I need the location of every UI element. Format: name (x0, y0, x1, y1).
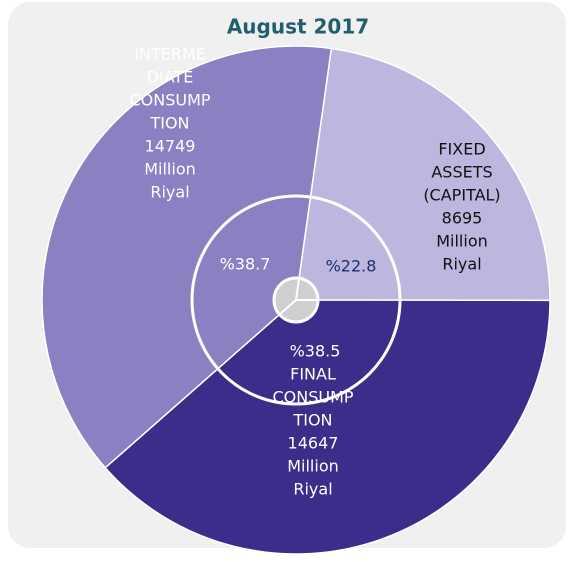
category-label: DIATE (147, 68, 194, 87)
unit-label: Million (436, 232, 488, 251)
category-label: INTERME (134, 45, 206, 64)
percent-label: %38.7 (220, 255, 271, 274)
pie-slice (41, 45, 333, 469)
unit-label: Riyal (442, 255, 481, 274)
hub-line (278, 299, 297, 316)
category-label: TION (149, 114, 189, 133)
category-label: CONSUMP (129, 91, 210, 110)
amount-label: 14647 (288, 434, 339, 453)
amount-label: 14749 (145, 137, 196, 156)
unit-label: Riyal (150, 183, 189, 202)
category-label: FIXED (438, 140, 485, 159)
hub-line (295, 278, 301, 301)
inner-ring (190, 194, 402, 406)
category-label: (CAPITAL) (423, 186, 500, 205)
unit-label: Million (144, 160, 196, 179)
pie-slice (104, 299, 551, 555)
chart-title: August 2017 (227, 15, 369, 39)
category-label: FINAL (290, 365, 336, 384)
category-label: CONSUMP (272, 388, 353, 407)
pie-slice (295, 47, 551, 302)
category-label: TION (292, 411, 332, 430)
category-label: ASSETS (431, 163, 492, 182)
percent-label: %38.5 (290, 342, 341, 361)
amount-label: 8695 (442, 209, 483, 228)
percent-label: %22.8 (326, 257, 377, 276)
unit-label: Million (287, 457, 339, 476)
unit-label: Riyal (293, 480, 332, 499)
